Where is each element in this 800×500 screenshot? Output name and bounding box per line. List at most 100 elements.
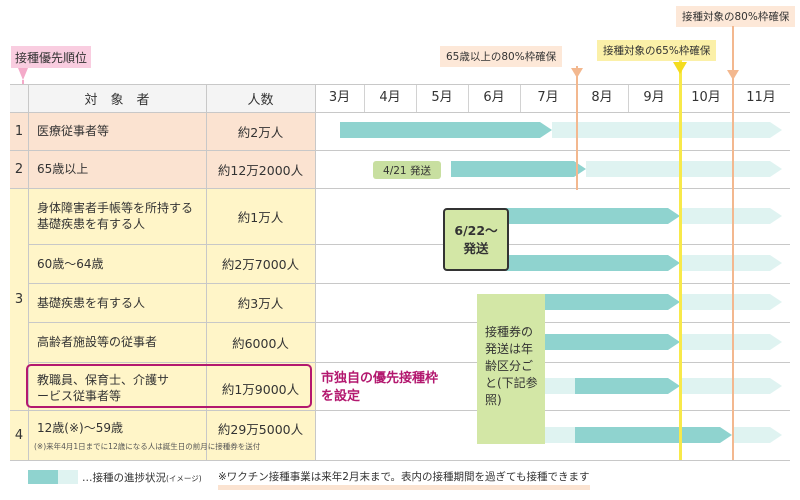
target-cell: 65歳以上 xyxy=(37,162,89,176)
milestone-arrow-icon xyxy=(727,70,739,80)
grid-hline xyxy=(10,410,790,411)
progress-bar-light xyxy=(680,294,770,310)
progress-bar-light xyxy=(680,255,770,271)
progress-bar xyxy=(545,294,668,310)
people-cell: 約3万人 xyxy=(237,296,284,311)
target-cell: 身体障害者手帳等を所持する基礎疾患を有する人 xyxy=(37,201,194,231)
legend-small: (イメージ) xyxy=(166,474,202,483)
progress-arrow-icon xyxy=(668,255,680,271)
group2-bg xyxy=(10,150,315,188)
group-number-2: 2 xyxy=(14,161,24,177)
progress-bar-light xyxy=(586,161,770,177)
grid-vline xyxy=(206,84,207,460)
people-cell: 約1万9000人 xyxy=(221,381,300,397)
column-header-people: 人数 xyxy=(247,92,274,108)
progress-arrow-icon xyxy=(668,294,680,310)
people-cell: 約29万5000人 xyxy=(217,421,304,437)
target-cell: 60歳～64歳 xyxy=(37,256,104,271)
group-number-3: 3 xyxy=(14,291,24,307)
month-10: 10月 xyxy=(691,90,721,105)
progress-arrow-icon xyxy=(770,208,782,224)
group-number-4: 4 xyxy=(14,427,24,443)
people-cell: 約6000人 xyxy=(232,335,289,351)
grid-hline xyxy=(10,188,790,189)
progress-bar xyxy=(575,378,668,394)
priority-arrow-icon xyxy=(18,68,28,80)
date-badge-421: 4/21 発送 xyxy=(373,161,441,179)
target-cell: 医療従事者等 xyxy=(37,124,110,138)
progress-bar xyxy=(451,161,574,177)
grid-hline xyxy=(28,362,790,363)
progress-bar-light xyxy=(732,427,770,443)
progress-bar xyxy=(575,427,720,443)
city-priority-highlight xyxy=(26,364,312,408)
group1-bg xyxy=(10,112,315,150)
callout-target-65: 接種対象の65%枠確保 xyxy=(597,40,717,61)
month-8: 8月 xyxy=(591,90,613,105)
group-number-1: 1 xyxy=(14,123,24,139)
grid-vline xyxy=(364,84,365,112)
group3-bg xyxy=(10,188,315,410)
milestone-line-age65 xyxy=(576,66,578,190)
people-cell: 約1万人 xyxy=(237,209,284,225)
progress-arrow-icon xyxy=(770,378,782,394)
grid-vline xyxy=(416,84,417,112)
progress-arrow-icon xyxy=(720,427,732,443)
grid-hline xyxy=(10,460,790,461)
progress-bar-light xyxy=(680,334,770,350)
progress-arrow-icon xyxy=(770,255,782,271)
grid-hline xyxy=(10,84,790,85)
milestone-arrow-icon xyxy=(673,62,687,74)
grid-vline xyxy=(628,84,629,112)
progress-bar xyxy=(545,334,668,350)
progress-arrow-icon xyxy=(668,334,680,350)
group4-bg xyxy=(10,410,315,460)
grid-vline xyxy=(28,84,29,460)
grid-hline xyxy=(10,150,790,151)
progress-bar-light xyxy=(680,378,770,394)
callout-age65-80: 65歳以上の80%枠確保 xyxy=(440,46,563,67)
progress-bar-light xyxy=(545,378,575,394)
month-6: 6月 xyxy=(483,90,505,105)
grid-vline xyxy=(315,84,316,460)
target-cell: 高齢者施設等の従事者 xyxy=(37,335,158,349)
target-cell: 基礎疾患を有する人 xyxy=(37,295,146,310)
grid-hline xyxy=(28,283,790,284)
column-header-target: 対 象 者 xyxy=(84,92,150,108)
callout-target-80: 接種対象の80%枠確保 xyxy=(676,6,796,27)
grid-vline xyxy=(520,84,521,112)
legend-swatch-light xyxy=(58,470,78,484)
legend-text: …接種の進捗状況(イメージ) xyxy=(82,470,202,485)
priority-label: 接種優先順位 xyxy=(11,46,91,68)
people-cell: 約2万7000人 xyxy=(221,257,300,272)
progress-bar-light xyxy=(545,427,575,443)
progress-bar xyxy=(485,208,668,224)
progress-arrow-icon xyxy=(770,161,782,177)
target-cell: 12歳(※)～59歳 xyxy=(37,421,123,435)
month-4: 4月 xyxy=(379,90,401,105)
progress-bar xyxy=(340,122,540,138)
milestone-line-target65 xyxy=(679,60,682,460)
milestone-arrow-icon xyxy=(571,68,583,78)
date-box-622: 6/22～ 発送 xyxy=(443,208,509,271)
month-9: 9月 xyxy=(643,90,665,105)
grid-hline xyxy=(28,322,790,323)
milestone-line-target80 xyxy=(732,26,734,460)
target-cell: 教職員、保育士、介護サービス従事者等 xyxy=(37,373,170,403)
progress-arrow-icon xyxy=(770,122,782,138)
grid-hline xyxy=(28,244,790,245)
progress-arrow-icon xyxy=(770,294,782,310)
progress-arrow-icon xyxy=(540,122,552,138)
month-3: 3月 xyxy=(328,90,351,105)
grid-hline xyxy=(10,112,790,113)
legend-label: …接種の進捗状況 xyxy=(82,472,166,484)
month-7: 7月 xyxy=(537,90,559,105)
grid-vline xyxy=(468,84,469,112)
legend-swatch-dark xyxy=(28,470,58,484)
target-bg-header xyxy=(10,84,315,112)
progress-bar-light xyxy=(552,122,770,138)
footer-note: ※ワクチン接種事業は来年2月末まで。表内の接種期間を過ぎても接種できます xyxy=(218,469,590,490)
people-cell: 約2万人 xyxy=(237,124,284,140)
people-cell: 約12万2000人 xyxy=(217,162,304,178)
progress-bar-light xyxy=(680,208,770,224)
